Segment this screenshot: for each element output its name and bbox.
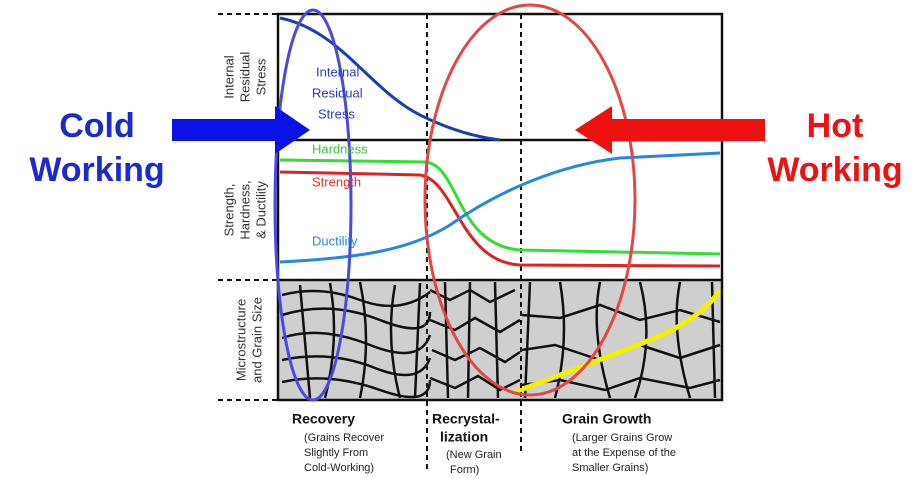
- growth-arrow: [514, 288, 723, 395]
- stress-curve: [279, 16, 501, 142]
- stage-title: Recrystal-: [432, 411, 500, 427]
- stage-note: (Larger Grains Grow: [572, 432, 672, 444]
- curve-label: Internal: [316, 64, 359, 79]
- panel-label: Stress: [253, 58, 268, 95]
- cold-label: Cold: [59, 107, 135, 145]
- curve-label: Stress: [318, 106, 355, 121]
- stage-note: (New Grain: [446, 449, 502, 461]
- cold-label: Working: [29, 151, 164, 189]
- stage-title: lization: [440, 429, 488, 445]
- panel-label: and Grain Size: [249, 297, 264, 383]
- hot-ellipse: [423, 3, 637, 397]
- stage-note: Smaller Grains): [572, 462, 648, 474]
- panel-label: Strength,: [221, 184, 236, 237]
- curve-label: Hardness: [312, 141, 368, 156]
- hardness-curve: [279, 158, 721, 256]
- curve-label: Residual: [312, 85, 363, 100]
- stage-note: Form): [450, 464, 479, 476]
- stage-note: Slightly From: [304, 447, 368, 459]
- panel-label: Hardness,: [237, 180, 252, 239]
- panel-label: Internal: [221, 55, 236, 98]
- curve-label: Strength: [312, 174, 361, 189]
- panel-label: Residual: [237, 52, 252, 103]
- stage-note: at the Expense of the: [572, 447, 676, 459]
- stage-title: Grain Growth: [562, 411, 651, 427]
- curve-label: Ductility: [312, 233, 358, 248]
- stage-note: (Grains Recover: [304, 432, 384, 444]
- cold-arrow: [172, 106, 310, 154]
- stage-note: Cold-Working): [304, 462, 374, 474]
- hot-label: Hot: [807, 107, 864, 145]
- panel-label: Microstructure: [233, 299, 248, 381]
- hot-label: Working: [767, 151, 902, 189]
- cold-ellipse: [273, 8, 353, 402]
- hot-arrow: [575, 106, 765, 154]
- stage-title: Recovery: [292, 411, 355, 427]
- panel-label: & Ductility: [253, 181, 268, 239]
